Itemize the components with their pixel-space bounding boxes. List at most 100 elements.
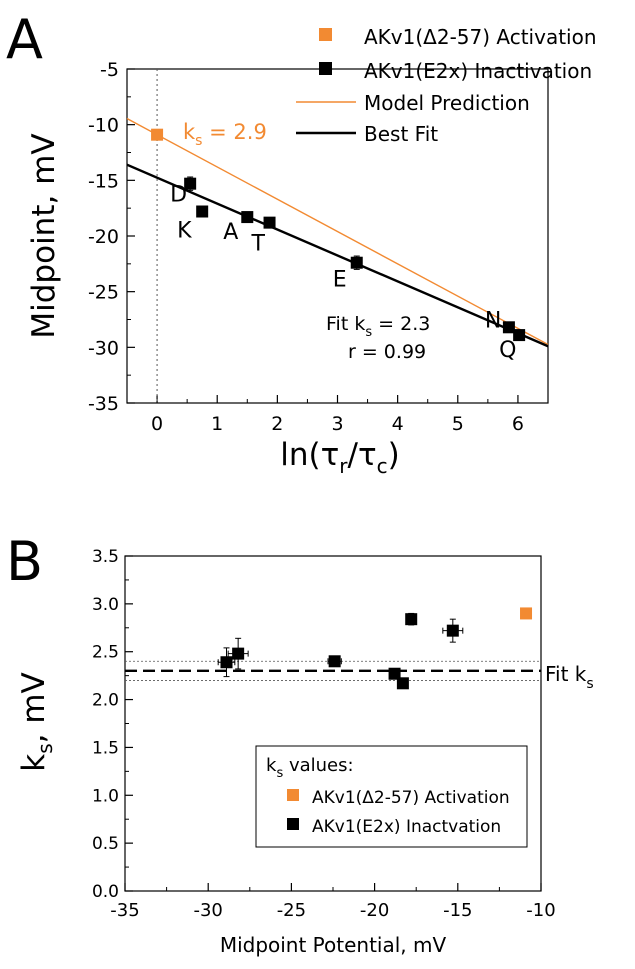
- model-ks-value: = 2.9: [202, 120, 266, 144]
- legend-title-k: k: [266, 755, 277, 776]
- data-point: [328, 655, 341, 668]
- legend-label: AKv1(Δ2-57) Activation: [364, 25, 597, 49]
- fit-ks-label-b: Fit ks: [545, 662, 594, 692]
- a-x-tick-label: 0: [151, 413, 163, 435]
- panel-a-y-ticks: -35 -30 -25 -20 -15 -10 -5: [88, 59, 135, 415]
- fit-ks-annotation: Fit ks = 2.3: [326, 313, 430, 340]
- panel-b-x-label: Midpoint Potential, mV: [220, 933, 447, 957]
- panel-letter-a: A: [6, 8, 43, 71]
- panel-b-x-ticks: -35 -30 -25 -20 -15 -10: [110, 883, 556, 921]
- x-label-close: ): [388, 437, 400, 473]
- data-point: [396, 677, 409, 690]
- best-fit-line: [126, 163, 549, 348]
- b-x-tick-label: -30: [193, 900, 222, 921]
- data-point: [196, 205, 209, 218]
- panel-b: 0.0 0.5 1.0 1.5 2.0 2.5 3.0 3.5 -35 -30 -25 -20 -15…: [16, 547, 594, 957]
- y-label-k: k: [16, 754, 52, 772]
- panel-b-legend-entries: AKv1(Δ2-57) Activation AKv1(E2x) Inactvat…: [287, 788, 510, 837]
- panel-letter-b: B: [6, 530, 43, 593]
- data-point: [220, 656, 233, 669]
- model-ks-annotation: ks = 2.9: [183, 120, 267, 149]
- data-point: [184, 177, 197, 190]
- data-point: [350, 256, 363, 269]
- legend-marker: [319, 62, 332, 75]
- a-y-tick-label: -35: [88, 393, 119, 415]
- point-label-q: Q: [499, 338, 516, 363]
- a-x-tick-label: 6: [512, 413, 524, 435]
- legend-title-rest: values:: [283, 755, 353, 776]
- fit-r-annotation: r = 0.99: [348, 341, 426, 363]
- b-x-tick-label: -15: [443, 900, 472, 921]
- data-point: [241, 211, 254, 224]
- legend-marker: [287, 789, 299, 801]
- a-x-tick-label: 1: [211, 413, 223, 435]
- data-point: [520, 607, 533, 620]
- legend-label: AKv1(E2x) Inactivation: [364, 59, 592, 83]
- b-x-tick-label: -35: [110, 900, 139, 921]
- a-y-tick-label: -25: [88, 282, 119, 304]
- panel-a-points: DK A T E NQ: [151, 128, 526, 363]
- x-label-ln: ln(: [280, 437, 320, 473]
- panel-b-legend-title: ks values:: [266, 755, 354, 781]
- b-y-tick-label: 1.5: [92, 738, 119, 758]
- x-label-sub-r: r: [339, 454, 348, 478]
- fit-ks-value: = 2.3: [372, 313, 430, 335]
- b-y-tick-label: 0.0: [92, 882, 119, 902]
- legend-label: Model Prediction: [364, 91, 530, 115]
- y-label-sub: s: [33, 743, 57, 753]
- b-x-tick-label: -25: [277, 900, 306, 921]
- data-point: [513, 329, 526, 342]
- panel-b-legend-box: [255, 745, 528, 848]
- b-y-tick-label: 2.5: [92, 643, 119, 663]
- point-label-k: K: [177, 219, 192, 244]
- model-prediction-line: [126, 117, 549, 346]
- a-y-tick-label: -15: [88, 170, 119, 192]
- a-y-tick-label: -20: [88, 226, 119, 248]
- panel-a-fit-lines: [126, 117, 549, 348]
- y-label-rest: , mV: [16, 672, 52, 743]
- point-label-t: T: [251, 232, 266, 257]
- panel-a-legend: AKv1(Δ2-57) Activation AKv1(E2x) Inactiva…: [296, 25, 597, 146]
- legend-title-sub: s: [276, 766, 283, 781]
- panel-b-y-label: ks, mV: [16, 672, 57, 772]
- panel-b-points: [217, 607, 533, 690]
- x-label-slash: /: [348, 437, 359, 473]
- b-y-tick-label: 3.0: [92, 595, 119, 615]
- data-point: [388, 667, 401, 680]
- panel-a-y-label: Midpoint, mV: [26, 133, 62, 338]
- legend-label: Best Fit: [364, 122, 438, 146]
- legend-label: AKv1(Δ2-57) Activation: [312, 788, 510, 808]
- point-label-a: A: [223, 220, 238, 245]
- legend-marker: [287, 818, 299, 830]
- fit-ks-label-sub: s: [586, 676, 593, 692]
- data-point: [502, 321, 515, 334]
- a-x-tick-label: 3: [331, 413, 343, 435]
- data-point: [151, 128, 164, 141]
- b-x-tick-label: -10: [526, 900, 555, 921]
- data-point: [263, 216, 276, 229]
- a-y-tick-label: -30: [88, 337, 119, 359]
- a-x-tick-label: 4: [392, 413, 404, 435]
- b-y-tick-label: 3.5: [92, 547, 119, 567]
- data-point: [232, 647, 245, 660]
- data-point: [405, 613, 418, 626]
- panel-a-x-label: ln(τr/τc): [280, 437, 400, 478]
- x-label-tau-r: τ: [321, 437, 340, 473]
- b-x-tick-label: -20: [360, 900, 389, 921]
- panel-b-y-ticks: 0.0 0.5 1.0 1.5 2.0 2.5 3.0 3.5: [92, 547, 133, 902]
- b-y-tick-label: 2.0: [92, 691, 119, 711]
- point-label-n: N: [485, 308, 501, 333]
- point-label-e: E: [333, 268, 347, 293]
- a-y-tick-label: -5: [100, 59, 119, 81]
- data-point: [446, 624, 459, 637]
- fit-ks-main: Fit k: [326, 313, 365, 335]
- legend-label: AKv1(E2x) Inactvation: [312, 817, 501, 837]
- x-label-sub-c: c: [377, 454, 388, 478]
- model-ks-sub: s: [195, 133, 202, 149]
- b-y-tick-label: 0.5: [92, 834, 119, 854]
- model-ks-k: k: [183, 120, 196, 144]
- b-y-tick-label: 1.0: [92, 786, 119, 806]
- a-y-tick-label: -10: [88, 115, 119, 137]
- fit-ks-sub: s: [365, 325, 372, 340]
